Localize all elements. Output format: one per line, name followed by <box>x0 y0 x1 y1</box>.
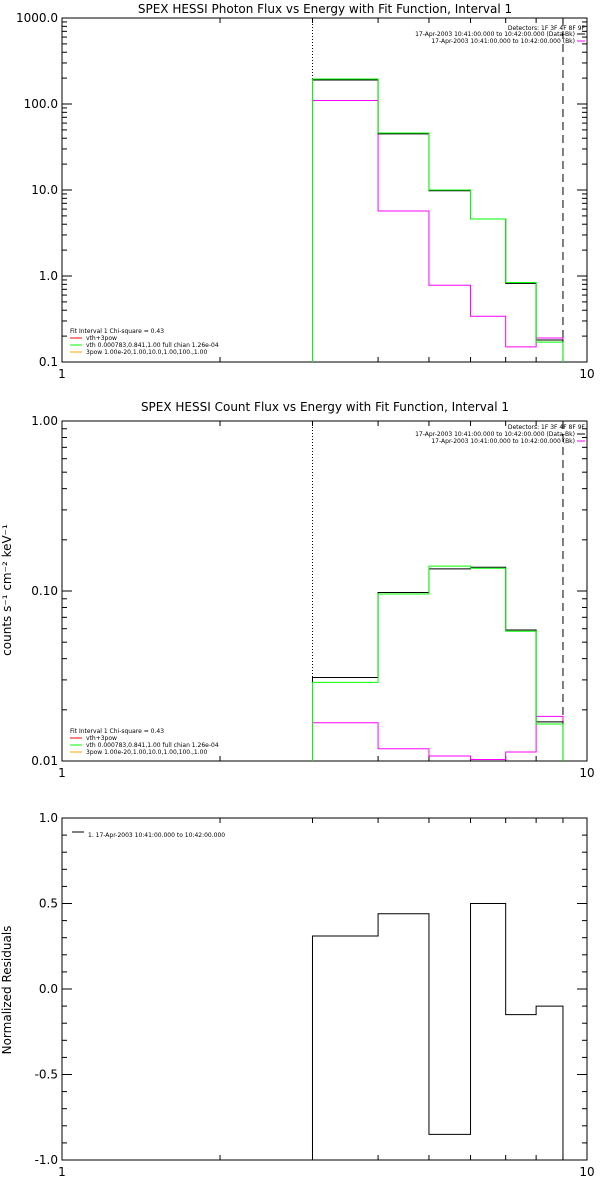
y-tick-label: 1.0 <box>39 269 58 283</box>
y-tick-label: 1.00 <box>31 414 58 428</box>
series-vth-histogram <box>311 565 564 761</box>
y-tick-label: -1.0 <box>35 1153 58 1167</box>
y-tick-label: 0.1 <box>39 355 58 369</box>
photon-flux-marks: 1 10 0.1 1.0 10.0 100.0 1000.0 <box>16 11 595 381</box>
photon-detectors-text: Detectors: 1F 3F 4F 8F 9F <box>508 25 586 32</box>
y-tick-label: 10.0 <box>31 183 58 197</box>
x-tick-label: 10 <box>579 367 594 381</box>
residuals-panel: Normalized Residuals 1 10 -1.0 -0.5 0.0 0.5 1.… <box>0 811 595 1179</box>
count-flux-marks: 1 10 0.01 0.10 1.00 <box>31 414 594 780</box>
x-tick-label: 1 <box>58 367 66 381</box>
x-tick-label: 10 <box>579 766 594 780</box>
count-interval-label-bk: 17-Apr-2003 10:41:00.000 to 10:42:00.000… <box>431 438 575 445</box>
count-fit-info: Fit Interval 1 Chi-square = 0.43 <box>70 728 164 735</box>
count-detectors-text: Detectors: 1F 3F 4F 8F 9F <box>508 424 586 431</box>
count-flux-title: SPEX HESSI Count Flux vs Energy with Fit… <box>141 400 509 414</box>
photon-fit-info: Fit Interval 1 Chi-square = 0.43 <box>70 328 164 335</box>
photon-flux-title: SPEX HESSI Photon Flux vs Energy with Fi… <box>138 2 512 16</box>
residuals-marks: 1 10 -1.0 -0.5 0.0 0.5 1.0 <box>35 811 595 1179</box>
x-tick-label: 1 <box>58 1165 66 1179</box>
photon-legend-label-2: vth 0.000783,0.841,1.00 full chian 1.26e… <box>86 342 219 349</box>
count-legend-label-1: vth+3pow <box>86 735 117 742</box>
y-tick-label: 1000.0 <box>16 11 58 25</box>
residuals-legend-label: 1. 17-Apr-2003 10:41:00.000 to 10:42:00.… <box>88 832 225 839</box>
x-tick-label: 10 <box>579 1165 594 1179</box>
y-tick-label: 0.01 <box>31 754 58 768</box>
y-tick-label: 0.5 <box>39 897 58 911</box>
count-flux-panel: SPEX HESSI Count Flux vs Energy with Fit… <box>0 400 595 780</box>
photon-interval-label-data: 17-Apr-2003 10:41:00.000 to 10:42:00.000… <box>415 31 575 38</box>
count-interval-label-data: 17-Apr-2003 10:41:00.000 to 10:42:00.000… <box>415 431 575 438</box>
photon-interval-label-bk: 17-Apr-2003 10:41:00.000 to 10:42:00.000… <box>431 38 575 45</box>
count-legend-label-3: 3pow 1.00e-20,1.00,10.0,1.00,100.,1.00 <box>86 749 207 756</box>
y-tick-label: -0.5 <box>35 1068 58 1082</box>
photon-flux-panel: SPEX HESSI Photon Flux vs Energy with Fi… <box>16 2 595 381</box>
y-tick-label: 1.0 <box>39 811 58 825</box>
y-tick-label: 0.0 <box>39 982 58 996</box>
y-tick-label: 100.0 <box>24 97 58 111</box>
x-tick-label: 1 <box>58 766 66 780</box>
y-tick-label: 0.10 <box>31 584 58 598</box>
photon-legend-label-3: 3pow 1.00e-20,1.00,10.0,1.00,100.,1.00 <box>86 349 207 356</box>
photon-legend-label-1: vth+3pow <box>86 335 117 342</box>
residuals-ylabel: Normalized Residuals <box>0 926 14 1055</box>
count-flux-ylabel: counts s⁻¹ cm⁻² keV⁻¹ <box>0 524 14 656</box>
series-vth-histogram <box>311 78 564 362</box>
count-legend-label-2: vth 0.000783,0.841,1.00 full chian 1.26e… <box>86 742 219 749</box>
series-residuals-histogram <box>311 903 564 1160</box>
